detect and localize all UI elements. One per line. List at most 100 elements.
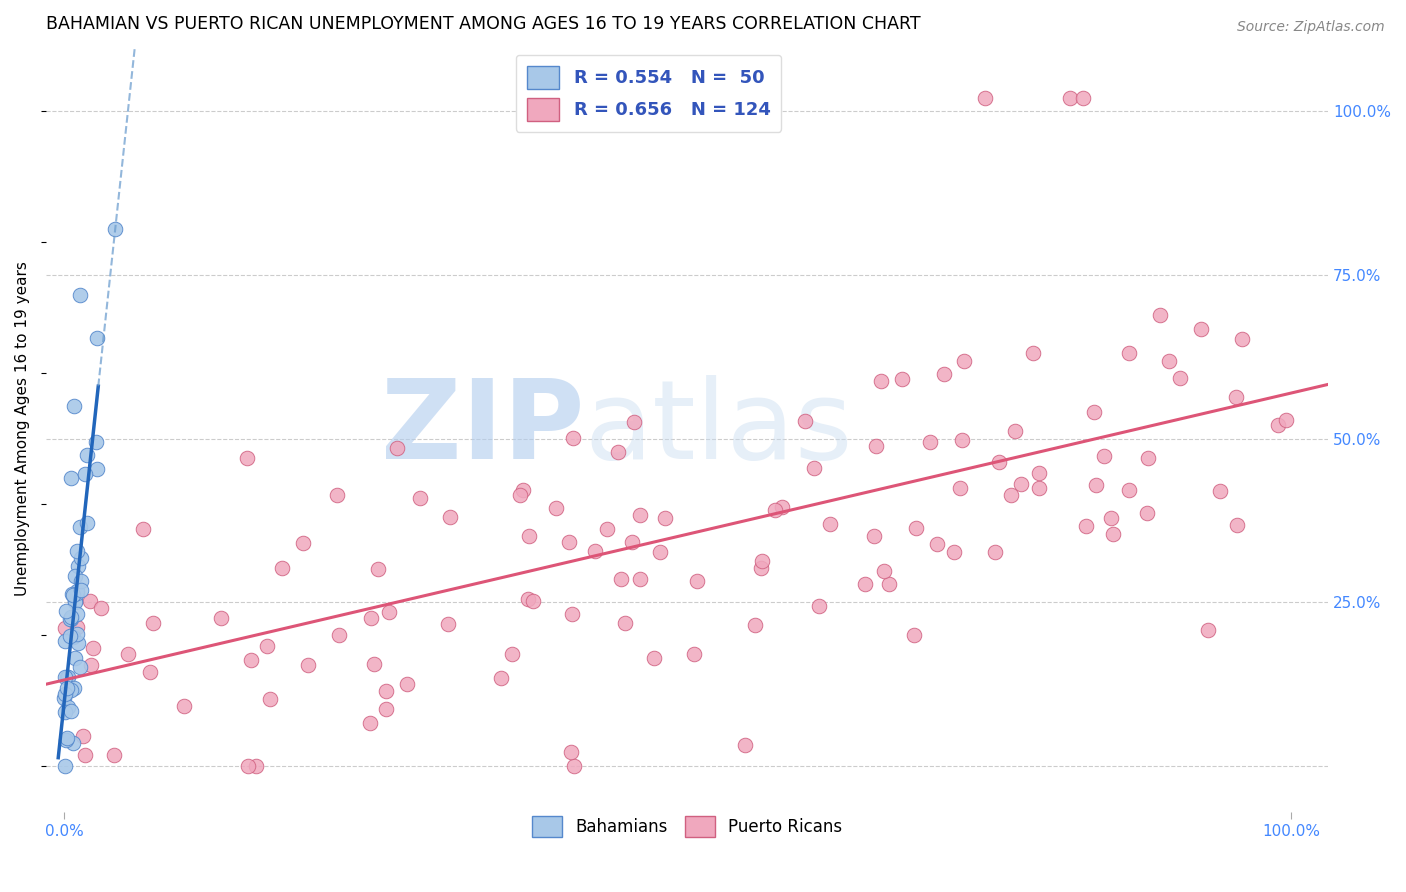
Puerto Ricans <box>82 640 104 655</box>
Bahamians <box>60 683 83 698</box>
Bahamians <box>60 587 83 601</box>
Puerto Ricans <box>292 536 315 550</box>
Puerto Ricans <box>596 522 619 536</box>
Puerto Ricans <box>53 621 76 635</box>
Bahamians <box>60 704 83 718</box>
Puerto Ricans <box>1189 322 1212 336</box>
Puerto Ricans <box>437 616 460 631</box>
Puerto Ricans <box>1004 424 1026 438</box>
Text: atlas: atlas <box>585 376 853 483</box>
Puerto Ricans <box>103 748 125 763</box>
Puerto Ricans <box>117 647 139 661</box>
Puerto Ricans <box>375 683 398 698</box>
Puerto Ricans <box>236 450 259 465</box>
Puerto Ricans <box>1149 308 1171 322</box>
Bahamians <box>66 559 89 574</box>
Puerto Ricans <box>613 616 636 631</box>
Bahamians <box>63 593 86 607</box>
Bahamians <box>69 660 91 674</box>
Puerto Ricans <box>1118 483 1140 497</box>
Puerto Ricans <box>853 577 876 591</box>
Puerto Ricans <box>1059 91 1081 105</box>
Puerto Ricans <box>209 611 232 625</box>
Bahamians <box>69 520 91 534</box>
Puerto Ricans <box>72 729 94 743</box>
Puerto Ricans <box>988 455 1011 469</box>
Puerto Ricans <box>1226 517 1249 532</box>
Puerto Ricans <box>142 615 165 630</box>
Puerto Ricans <box>605 91 627 105</box>
Puerto Ricans <box>952 354 974 368</box>
Puerto Ricans <box>79 594 101 608</box>
Puerto Ricans <box>80 657 103 672</box>
Puerto Ricans <box>973 91 995 105</box>
Bahamians <box>62 631 84 645</box>
Puerto Ricans <box>66 620 89 634</box>
Puerto Ricans <box>686 574 709 588</box>
Bahamians <box>58 699 80 714</box>
Puerto Ricans <box>869 374 891 388</box>
Puerto Ricans <box>903 627 925 641</box>
Puerto Ricans <box>562 759 585 773</box>
Puerto Ricans <box>558 534 581 549</box>
Puerto Ricans <box>236 759 259 773</box>
Bahamians <box>66 583 89 598</box>
Puerto Ricans <box>751 554 773 568</box>
Bahamians <box>84 434 107 449</box>
Puerto Ricans <box>1000 488 1022 502</box>
Puerto Ricans <box>328 627 350 641</box>
Bahamians <box>86 462 108 476</box>
Bahamians <box>104 221 127 235</box>
Puerto Ricans <box>1071 91 1094 105</box>
Puerto Ricans <box>1074 519 1097 533</box>
Bahamians <box>86 330 108 344</box>
Bahamians <box>63 681 86 695</box>
Puerto Ricans <box>628 508 651 523</box>
Puerto Ricans <box>439 510 461 524</box>
Puerto Ricans <box>385 441 408 455</box>
Puerto Ricans <box>245 759 267 773</box>
Puerto Ricans <box>73 747 96 762</box>
Bahamians <box>65 569 87 583</box>
Puerto Ricans <box>1136 506 1159 520</box>
Puerto Ricans <box>1083 404 1105 418</box>
Puerto Ricans <box>1197 623 1219 637</box>
Puerto Ricans <box>1022 346 1045 360</box>
Puerto Ricans <box>943 544 966 558</box>
Legend: Bahamians, Puerto Ricans: Bahamians, Puerto Ricans <box>524 807 851 846</box>
Bahamians <box>73 467 96 481</box>
Bahamians <box>76 448 98 462</box>
Text: ZIP: ZIP <box>381 376 585 483</box>
Puerto Ricans <box>628 572 651 586</box>
Puerto Ricans <box>763 503 786 517</box>
Bahamians <box>70 574 93 589</box>
Puerto Ricans <box>138 665 160 680</box>
Puerto Ricans <box>623 415 645 429</box>
Puerto Ricans <box>395 677 418 691</box>
Puerto Ricans <box>1118 346 1140 360</box>
Bahamians <box>65 543 87 558</box>
Puerto Ricans <box>949 481 972 495</box>
Puerto Ricans <box>925 537 948 551</box>
Bahamians <box>59 629 82 643</box>
Puerto Ricans <box>873 564 896 578</box>
Puerto Ricans <box>770 500 793 514</box>
Puerto Ricans <box>803 461 825 475</box>
Puerto Ricans <box>1099 511 1122 525</box>
Puerto Ricans <box>359 715 381 730</box>
Puerto Ricans <box>1028 466 1050 480</box>
Bahamians <box>59 471 82 485</box>
Puerto Ricans <box>90 601 112 615</box>
Puerto Ricans <box>271 561 294 575</box>
Puerto Ricans <box>375 702 398 716</box>
Bahamians <box>76 516 98 530</box>
Puerto Ricans <box>918 434 941 449</box>
Puerto Ricans <box>1101 527 1123 541</box>
Y-axis label: Unemployment Among Ages 16 to 19 years: Unemployment Among Ages 16 to 19 years <box>15 261 30 596</box>
Puerto Ricans <box>932 368 955 382</box>
Puerto Ricans <box>744 618 766 632</box>
Bahamians <box>55 670 77 684</box>
Puerto Ricans <box>256 640 278 654</box>
Bahamians <box>66 607 89 621</box>
Puerto Ricans <box>173 699 195 714</box>
